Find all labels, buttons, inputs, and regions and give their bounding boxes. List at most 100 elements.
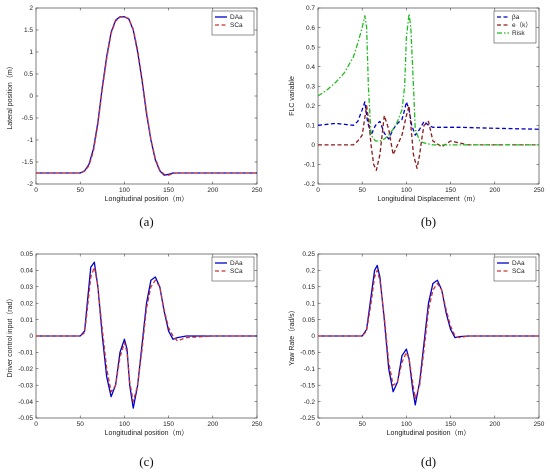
y-tick-label: -0.04 xyxy=(18,399,33,406)
x-axis-label: Longitudinal Displacement（m） xyxy=(378,195,480,203)
x-tick-label: 50 xyxy=(359,421,367,428)
x-tick-label: 250 xyxy=(534,187,545,194)
x-tick-label: 100 xyxy=(401,187,412,194)
x-tick-label: 150 xyxy=(445,187,456,194)
series-line-e（k） xyxy=(318,105,539,171)
y-tick-label: 0.2 xyxy=(306,268,315,275)
series-line-SCa xyxy=(36,266,257,403)
panel-label: (c) xyxy=(139,454,153,469)
legend-box xyxy=(493,256,537,282)
y-tick-label: 1 xyxy=(29,49,33,56)
y-tick-label: -2 xyxy=(27,181,33,188)
chart-panel-1: 0 50 100 150 200 250 -2 -1.5 -1 -0.5 0 0.5 1 1.5 2 Long… xyxy=(6,5,263,229)
legend-label: SCa xyxy=(512,268,525,275)
x-tick-label: 50 xyxy=(359,187,367,194)
x-tick-label: 150 xyxy=(163,187,174,194)
y-tick-label: 0.15 xyxy=(302,284,315,291)
legend-label: DAa xyxy=(230,14,243,21)
x-tick-label: 100 xyxy=(401,421,412,428)
chart-panel-4: 0 50 100 150 200 250 -0.25 -0.2 -0.15 -0.1 -0.05 0 0… xyxy=(288,251,545,469)
y-tick-label: 0.4 xyxy=(306,64,315,71)
y-tick-label: -0.05 xyxy=(300,350,315,357)
legend: βae（k）Risk xyxy=(493,10,537,44)
x-tick-label: 200 xyxy=(207,187,218,194)
y-tick-label: -1.5 xyxy=(22,159,34,166)
y-tick-label: -0.02 xyxy=(18,366,33,373)
x-tick-label: 200 xyxy=(489,187,500,194)
panel-label: (d) xyxy=(421,454,436,469)
y-tick-label: -0.2 xyxy=(304,181,316,188)
y-tick-label: 0.05 xyxy=(302,317,315,324)
series-line-DAa xyxy=(36,261,257,409)
x-tick-label: 50 xyxy=(77,421,85,428)
y-axis-label: FLC variable xyxy=(289,76,296,116)
y-tick-label: -0.01 xyxy=(18,350,33,357)
x-tick-label: 250 xyxy=(534,421,545,428)
legend-box xyxy=(211,256,255,282)
x-tick-label: 250 xyxy=(252,421,263,428)
y-tick-label: 0.1 xyxy=(306,123,315,130)
y-tick-label: -0.03 xyxy=(18,382,33,389)
y-tick-label: 0.2 xyxy=(306,103,315,110)
y-axis-label: Yaw Rate（rad/s） xyxy=(288,306,296,365)
x-tick-label: 250 xyxy=(252,187,263,194)
x-tick-label: 150 xyxy=(163,421,174,428)
x-tick-label: 50 xyxy=(77,187,85,194)
y-tick-label: 0 xyxy=(29,93,33,100)
y-tick-label: 0.5 xyxy=(306,44,315,51)
y-tick-label: -0.25 xyxy=(300,415,315,422)
legend-label: DAa xyxy=(512,260,525,267)
y-tick-label: 0.1 xyxy=(306,300,315,307)
y-tick-label: 0.05 xyxy=(20,251,33,258)
x-tick-label: 200 xyxy=(489,421,500,428)
y-tick-label: 0 xyxy=(311,333,315,340)
x-tick-label: 0 xyxy=(34,187,38,194)
y-tick-label: -1 xyxy=(27,137,33,144)
y-tick-label: -0.5 xyxy=(22,115,34,122)
x-axis-label: Longitudinal position（m） xyxy=(105,195,189,203)
legend-label: e（k） xyxy=(512,21,532,29)
x-tick-label: 100 xyxy=(119,421,130,428)
y-tick-label: 1.5 xyxy=(24,27,33,34)
x-tick-label: 150 xyxy=(445,421,456,428)
series-line-DAa xyxy=(318,264,539,406)
y-tick-label: 2 xyxy=(29,5,33,12)
y-tick-label: 0.02 xyxy=(20,300,33,307)
y-tick-label: -0.15 xyxy=(300,382,315,389)
y-tick-label: -0.2 xyxy=(304,399,316,406)
y-tick-label: -0.1 xyxy=(304,366,316,373)
panel-label: (b) xyxy=(421,214,436,229)
y-axis-label: Lateral position（m） xyxy=(6,62,14,129)
chart-panel-2: 0 50 100 150 200 250 -0.2 -0.1 0 0.1 0.2 0.3 0.4 0.5 0… xyxy=(289,5,545,229)
y-tick-label: 0.01 xyxy=(20,317,33,324)
chart-panel-3: 0 50 100 150 200 250 -0.05 -0.04 -0.03 -0.02 -0.01… xyxy=(6,251,263,469)
series-line-Risk xyxy=(318,13,539,146)
y-tick-label: 0 xyxy=(29,333,33,340)
y-tick-label: 0.6 xyxy=(306,25,315,32)
plot-area xyxy=(35,7,258,185)
legend-box xyxy=(211,10,255,36)
y-tick-label: -0.1 xyxy=(304,162,316,169)
x-tick-label: 0 xyxy=(316,421,320,428)
series-line-SCa xyxy=(318,269,539,399)
x-tick-label: 0 xyxy=(316,187,320,194)
legend-label: Risk xyxy=(512,30,525,37)
legend-box xyxy=(493,10,537,44)
x-tick-label: 100 xyxy=(119,187,130,194)
x-tick-label: 200 xyxy=(207,421,218,428)
x-tick-label: 0 xyxy=(34,421,38,428)
y-tick-label: -0.05 xyxy=(18,415,33,422)
x-axis-label: Longitudinal position（m） xyxy=(105,429,189,437)
y-axis-label: Driver control input（rad） xyxy=(6,295,14,378)
legend-label: DAa xyxy=(230,260,243,267)
y-tick-label: 0.04 xyxy=(20,268,33,275)
legend-label: SCa xyxy=(230,22,243,29)
series-line-SCa xyxy=(36,16,257,176)
y-tick-label: 0.03 xyxy=(20,284,33,291)
y-tick-label: 0.7 xyxy=(306,5,315,12)
y-tick-label: 0.25 xyxy=(302,251,315,258)
